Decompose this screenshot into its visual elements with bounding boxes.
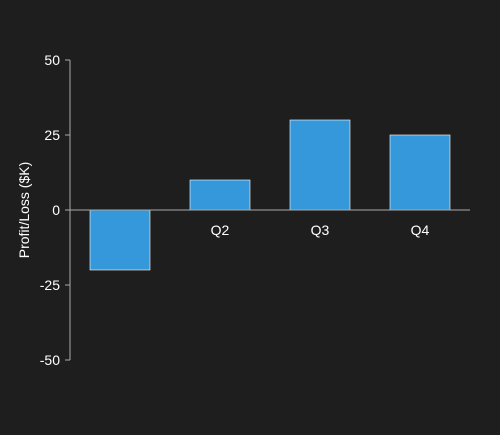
x-tick-label-q2: Q2 — [211, 222, 230, 238]
y-tick-label: 50 — [44, 52, 60, 68]
y-tick-label: 25 — [44, 127, 60, 143]
y-axis-label: Profit/Loss ($K) — [16, 162, 32, 258]
y-tick-label: 0 — [52, 202, 60, 218]
x-tick-label-q3: Q3 — [311, 222, 330, 238]
bar-q3 — [289, 119, 351, 211]
bar-q4 — [389, 134, 451, 211]
x-tick-label-q4: Q4 — [411, 222, 430, 238]
bar-q1 — [89, 209, 151, 271]
y-tick-label: -25 — [40, 277, 60, 293]
y-tick-label: -50 — [40, 352, 60, 368]
bar-q2 — [189, 179, 251, 211]
